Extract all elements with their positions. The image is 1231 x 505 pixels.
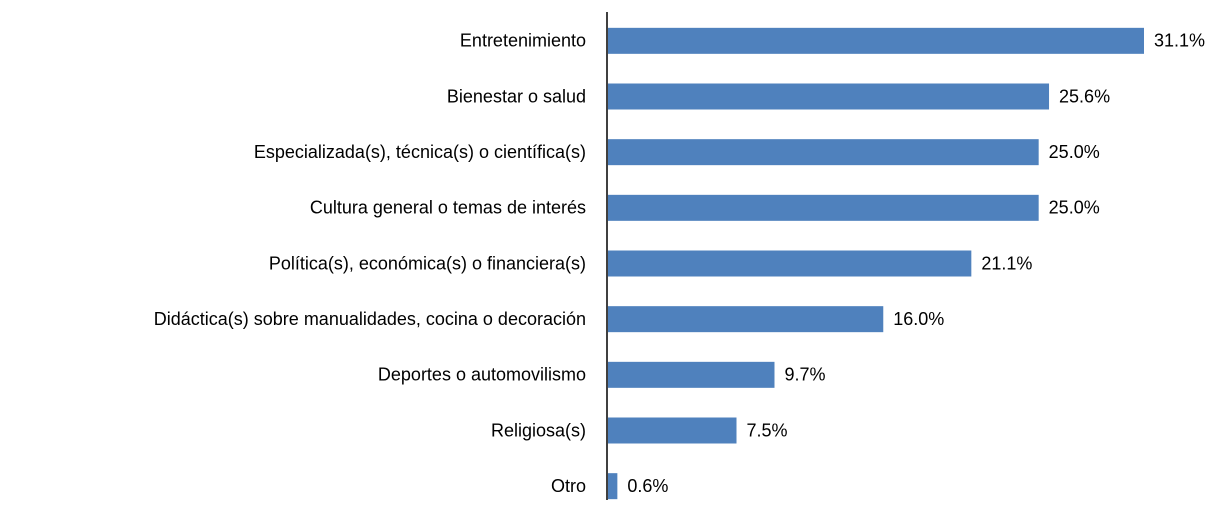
bar [608, 139, 1039, 166]
bar [608, 27, 1144, 54]
y-tick-label: Otro [551, 476, 586, 496]
y-tick-label: Bienestar o salud [447, 86, 586, 106]
value-label: 21.1% [981, 253, 1032, 273]
value-label: 25.6% [1059, 86, 1110, 106]
value-label: 25.0% [1049, 198, 1100, 218]
value-label: 9.7% [784, 365, 825, 385]
y-tick-label: Deportes o automovilismo [378, 365, 586, 385]
value-label: 16.0% [893, 309, 944, 329]
value-label: 7.5% [747, 420, 788, 440]
bar [608, 417, 737, 444]
y-tick-label: Entretenimiento [460, 31, 586, 51]
y-tick-label: Política(s), económica(s) o financiera(s… [269, 253, 586, 273]
bar [608, 306, 884, 333]
bar [608, 194, 1039, 221]
bar [608, 473, 618, 500]
bar [608, 250, 972, 277]
y-tick-label: Didáctica(s) sobre manualidades, cocina … [154, 309, 586, 329]
y-tick-label: Religiosa(s) [491, 420, 586, 440]
y-tick-label: Especializada(s), técnica(s) o científic… [254, 142, 586, 162]
value-label: 0.6% [627, 476, 668, 496]
bar [608, 83, 1050, 110]
value-label: 25.0% [1049, 142, 1100, 162]
value-label: 31.1% [1154, 31, 1205, 51]
y-tick-label: Cultura general o temas de interés [310, 198, 586, 218]
bar [608, 361, 775, 388]
